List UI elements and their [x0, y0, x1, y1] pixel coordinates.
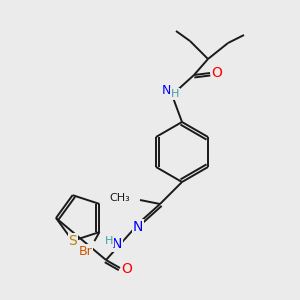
Text: N: N [161, 83, 171, 97]
Text: O: O [122, 262, 132, 276]
Text: N: N [133, 220, 143, 234]
Text: H: H [105, 236, 113, 246]
Text: S: S [68, 234, 77, 248]
Text: N: N [112, 237, 122, 251]
Text: Br: Br [79, 244, 92, 258]
Text: H: H [171, 89, 179, 99]
Text: O: O [212, 66, 222, 80]
Text: CH₃: CH₃ [109, 193, 130, 203]
